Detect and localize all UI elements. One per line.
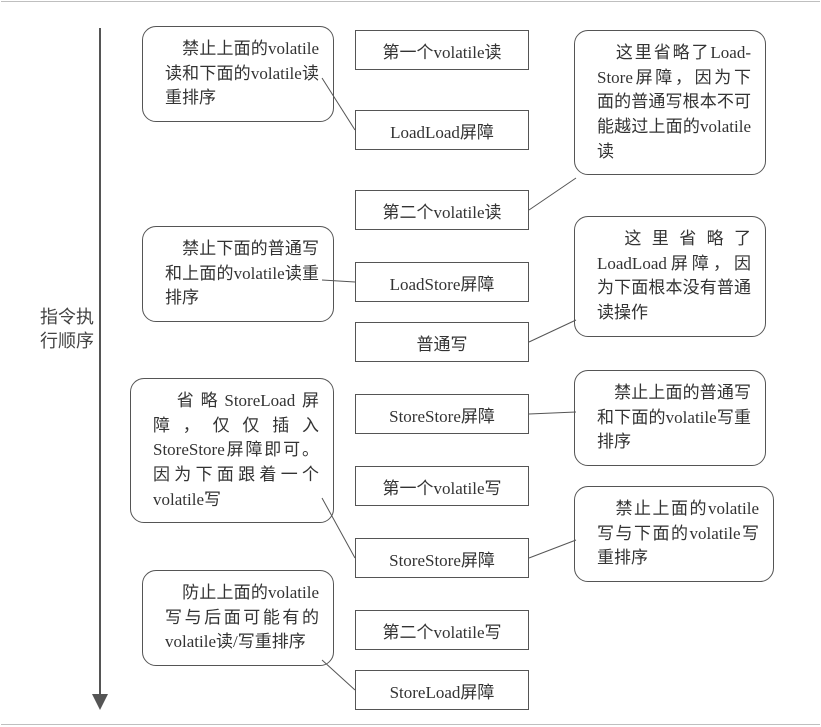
callout-r2: 这里省略了LoadLoad屏障，因为下面根本没有普通读操作 xyxy=(574,216,766,337)
axis-arrowhead xyxy=(92,694,108,710)
callout-r1: 这里省略了Load-Store屏障，因为下面的普通写根本不可能越过上面的vola… xyxy=(574,30,766,175)
callout-l4: 防止上面的volatile写与后面可能有的volatile读/写重排序 xyxy=(142,570,334,666)
axis-line xyxy=(99,28,101,700)
callout-r3: 禁止上面的普通写和下面的volatile写重排序 xyxy=(574,370,766,466)
step-plainwrite: 普通写 xyxy=(355,322,529,362)
step-storeload: StoreLoad屏障 xyxy=(355,670,529,710)
step-storestore1: StoreStore屏障 xyxy=(355,394,529,434)
step-vwrite1: 第一个volatile写 xyxy=(355,466,529,506)
callout-l1: 禁止上面的volatile读和下面的volatile读重排序 xyxy=(142,26,334,122)
callout-l3: 省略StoreLoad屏障，仅仅插入StoreStore屏障即可。因为下面跟着一… xyxy=(130,378,334,523)
step-loadload: LoadLoad屏障 xyxy=(355,110,529,150)
axis-label: 指令执 行顺序 xyxy=(38,305,96,354)
step-vread1: 第一个volatile读 xyxy=(355,30,529,70)
step-loadstore: LoadStore屏障 xyxy=(355,262,529,302)
callout-r4: 禁止上面的volatile写与下面的volatile写重排序 xyxy=(574,486,774,582)
step-vwrite2: 第二个volatile写 xyxy=(355,610,529,650)
step-vread2: 第二个volatile读 xyxy=(355,190,529,230)
callout-l2: 禁止下面的普通写和上面的volatile读重排序 xyxy=(142,226,334,322)
step-storestore2: StoreStore屏障 xyxy=(355,538,529,578)
